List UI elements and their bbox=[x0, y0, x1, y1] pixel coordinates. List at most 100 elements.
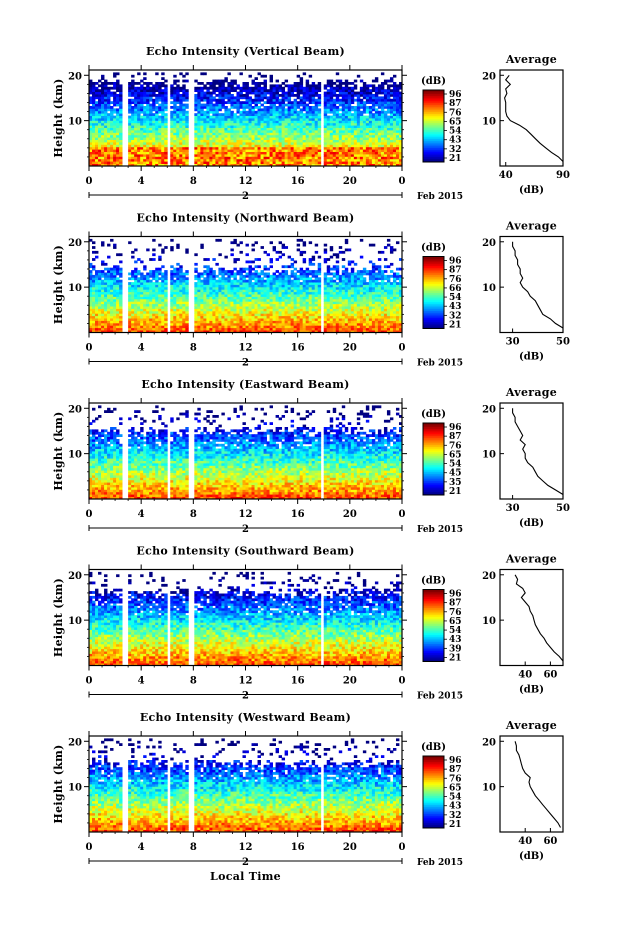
heatmap-cell bbox=[212, 154, 216, 157]
heatmap-cell bbox=[332, 163, 337, 167]
heatmap-cell bbox=[356, 125, 361, 128]
heatmap-cell bbox=[326, 122, 331, 126]
heatmap-cell bbox=[119, 313, 123, 317]
heatmap-cell bbox=[200, 284, 204, 288]
heatmap-cell bbox=[356, 122, 361, 126]
heatmap-cell bbox=[347, 139, 352, 143]
heatmap-cell bbox=[230, 118, 234, 121]
heatmap-cell bbox=[194, 134, 198, 138]
heatmap-cell bbox=[101, 296, 105, 300]
heatmap-cell bbox=[323, 163, 328, 167]
heatmap-cell bbox=[104, 301, 108, 305]
heatmap-cell bbox=[221, 94, 225, 97]
heatmap-cell bbox=[308, 158, 313, 162]
heatmap-cell bbox=[224, 96, 228, 100]
heatmap-cell bbox=[203, 303, 207, 307]
heatmap-cell bbox=[236, 303, 240, 307]
heatmap-cell bbox=[230, 86, 234, 90]
heatmap-cell bbox=[182, 110, 186, 114]
heatmap-cell bbox=[203, 96, 207, 100]
heatmap-cell bbox=[209, 294, 213, 297]
heatmap-cell bbox=[212, 161, 216, 164]
heatmap-cell bbox=[365, 137, 370, 140]
heatmap-cell bbox=[287, 84, 292, 88]
heatmap-cell bbox=[347, 149, 352, 152]
heatmap-cell bbox=[179, 98, 183, 102]
heatmap-cell bbox=[149, 163, 153, 167]
heatmap-cell bbox=[104, 274, 108, 278]
heatmap-cell bbox=[182, 89, 186, 92]
heatmap-cell bbox=[263, 265, 267, 269]
heatmap-cell bbox=[218, 253, 222, 257]
heatmap-cell bbox=[152, 101, 156, 104]
heatmap-cell bbox=[104, 120, 108, 124]
heatmap-cell bbox=[263, 306, 267, 309]
heatmap-cell bbox=[233, 258, 237, 261]
heatmap-cell bbox=[182, 282, 186, 285]
heatmap-cell bbox=[161, 298, 165, 302]
heatmap-cell bbox=[362, 158, 367, 162]
heatmap-cell bbox=[152, 142, 156, 145]
heatmap-cell bbox=[200, 246, 204, 249]
heatmap-cell bbox=[371, 139, 376, 143]
heatmap-cell bbox=[131, 132, 135, 136]
heatmap-cell bbox=[236, 318, 240, 321]
heatmap-cell bbox=[161, 106, 165, 109]
heatmap-cell bbox=[164, 134, 168, 138]
heatmap-cell bbox=[260, 298, 264, 302]
heatmap-cell bbox=[164, 325, 168, 329]
heatmap-cell bbox=[101, 74, 105, 78]
heatmap-cell bbox=[386, 134, 391, 138]
heatmap-cell bbox=[155, 144, 159, 148]
heatmap-cell bbox=[194, 282, 198, 285]
heatmap-cell bbox=[179, 118, 183, 121]
heatmap-cell bbox=[200, 134, 204, 138]
heatmap-cell bbox=[383, 163, 388, 167]
heatmap-cell bbox=[293, 101, 298, 104]
colorbar-step bbox=[423, 99, 444, 102]
heatmap-cell bbox=[110, 86, 114, 90]
heatmap-cell bbox=[137, 82, 141, 85]
heatmap-cell bbox=[197, 318, 201, 321]
heatmap-cell bbox=[146, 94, 150, 97]
heatmap-cell bbox=[272, 139, 276, 143]
heatmap-cell bbox=[161, 139, 165, 143]
heatmap-cell bbox=[179, 72, 183, 76]
heatmap-cell bbox=[101, 262, 105, 266]
heatmap-cell bbox=[287, 156, 292, 160]
heatmap-cell bbox=[221, 286, 225, 290]
heatmap-cell bbox=[182, 286, 186, 290]
heatmap-cell bbox=[341, 151, 346, 155]
heatmap-cell bbox=[155, 122, 159, 126]
heatmap-cell bbox=[206, 154, 210, 157]
colorbar-frame bbox=[422, 89, 445, 163]
heatmap-cell bbox=[260, 310, 264, 314]
heatmap-cell bbox=[128, 134, 132, 138]
heatmap-cell bbox=[290, 154, 295, 157]
heatmap-cell bbox=[395, 113, 400, 116]
heatmap-cell bbox=[347, 134, 352, 138]
heatmap-cell bbox=[278, 84, 283, 88]
heatmap-cell bbox=[215, 279, 219, 283]
heatmap-cell bbox=[176, 282, 180, 285]
heatmap-cell bbox=[338, 115, 343, 119]
heatmap-cell bbox=[353, 94, 358, 97]
heatmap-cell bbox=[101, 156, 105, 160]
heatmap-cell bbox=[173, 118, 177, 121]
heatmap-cell bbox=[245, 149, 249, 152]
heatmap-cell bbox=[290, 130, 295, 133]
heatmap-cell bbox=[251, 139, 255, 143]
heatmap-cell bbox=[266, 149, 270, 152]
heatmap-cell bbox=[263, 151, 267, 155]
heatmap-cell bbox=[155, 320, 159, 324]
heatmap-cell bbox=[236, 289, 240, 293]
heatmap-cell bbox=[347, 144, 352, 148]
heatmap-cell bbox=[101, 315, 105, 319]
heatmap-cell bbox=[182, 108, 186, 112]
heatmap-cell bbox=[344, 130, 349, 133]
heatmap-cell bbox=[155, 303, 159, 307]
heatmap-cell bbox=[263, 137, 267, 140]
heatmap-cell bbox=[200, 91, 204, 95]
heatmap-cell bbox=[98, 101, 102, 104]
heatmap-cell bbox=[101, 127, 105, 131]
